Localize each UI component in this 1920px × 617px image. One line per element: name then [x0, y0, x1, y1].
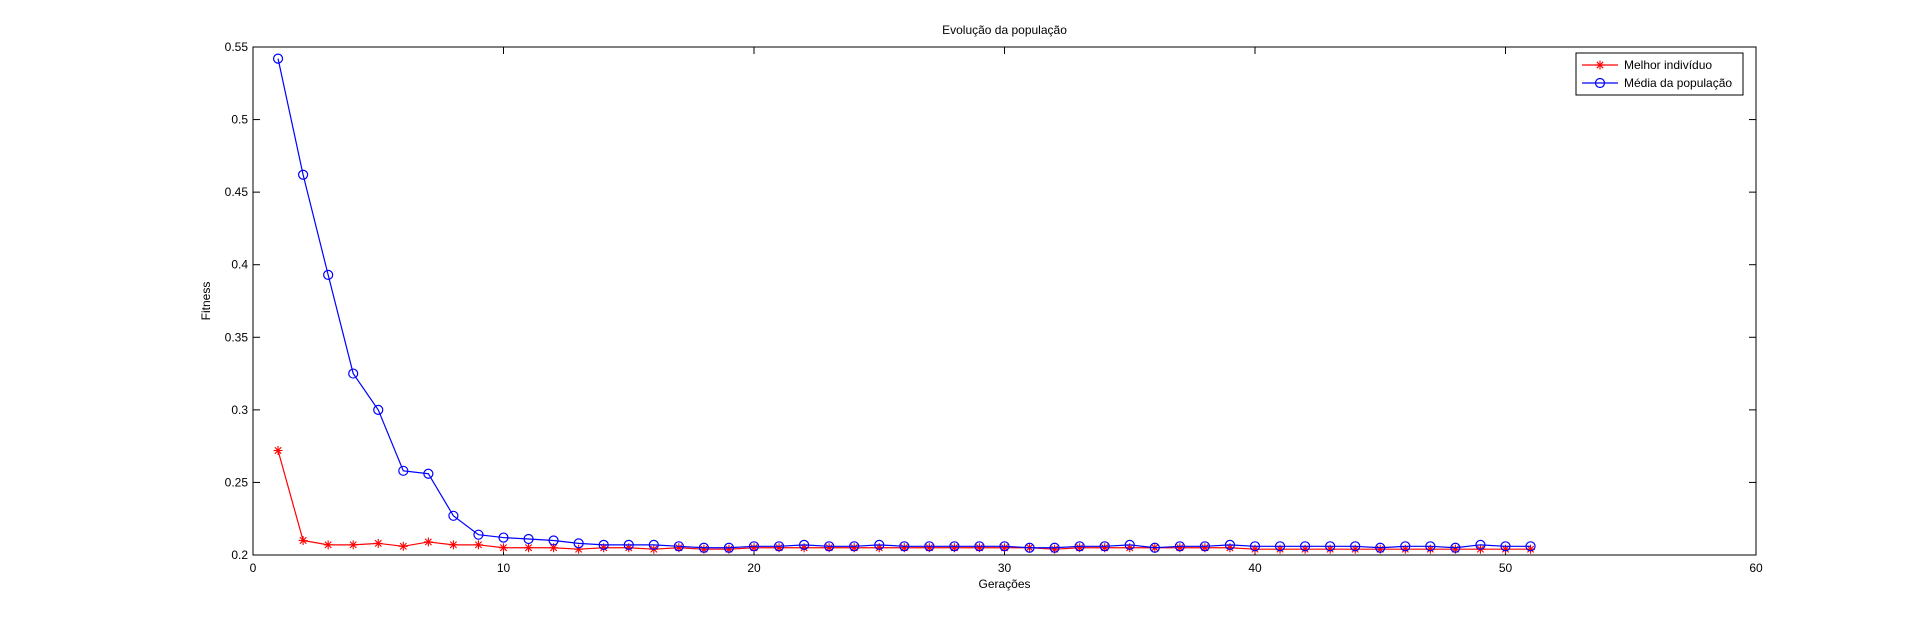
data-point [398, 541, 408, 551]
data-point [373, 404, 384, 415]
data-point [723, 542, 735, 553]
data-point [473, 540, 483, 550]
data-point [598, 539, 609, 550]
axes-frame [252, 46, 1757, 556]
series-melhor-individuo [273, 445, 1536, 554]
y-tick-label: 0.3 [231, 403, 248, 417]
data-point [348, 540, 358, 550]
y-tick-label: 0.55 [225, 40, 249, 54]
x-tick-label: 40 [1248, 561, 1262, 575]
legend-label: Média da população [1624, 76, 1732, 90]
data-point [272, 53, 284, 64]
y-tick-label: 0.4 [231, 258, 248, 272]
y-tick-label: 0.45 [225, 185, 249, 199]
data-point [1325, 541, 1336, 552]
axes-box [252, 46, 1757, 556]
x-tick-label: 60 [1749, 561, 1763, 575]
data-point [1595, 60, 1605, 70]
data-point [548, 535, 559, 546]
y-axis: 0.2 0.25 0.3 0.35 0.4 0.45 0.5 0.55 [225, 40, 1756, 562]
data-point [673, 541, 684, 552]
data-point [798, 539, 810, 550]
data-point [423, 468, 434, 479]
y-tick-label: 0.2 [231, 548, 248, 562]
data-point [1299, 541, 1311, 552]
data-point [974, 541, 985, 552]
data-point [1149, 542, 1160, 553]
data-point [398, 465, 409, 476]
x-tick-label: 10 [497, 561, 511, 575]
data-point [473, 529, 484, 540]
data-point [1024, 542, 1035, 553]
data-point [323, 540, 333, 550]
data-point [924, 541, 935, 552]
data-point [824, 541, 835, 552]
data-point [298, 169, 309, 180]
data-point [323, 269, 334, 280]
y-axis-label: Fitness [199, 282, 213, 321]
data-point [1049, 542, 1060, 553]
data-point [1174, 541, 1185, 552]
data-point [1425, 541, 1436, 552]
x-tick-label: 50 [1499, 561, 1513, 575]
data-point [1274, 541, 1286, 552]
data-point [648, 539, 659, 550]
data-point [499, 543, 508, 553]
data-point [498, 532, 509, 543]
data-point [298, 535, 308, 545]
legend-box [1575, 52, 1744, 96]
data-point [1249, 541, 1261, 552]
data-point [849, 541, 860, 552]
data-point [698, 542, 710, 553]
y-tick-label: 0.25 [225, 475, 249, 489]
data-point [999, 541, 1010, 552]
y-tick-label: 0.5 [231, 113, 248, 127]
data-point [1525, 541, 1536, 552]
series-media-da-populacao [272, 53, 1536, 553]
data-point [573, 538, 584, 549]
legend-label: Melhor indivíduo [1624, 58, 1712, 72]
series-line [277, 450, 1531, 550]
data-point [448, 540, 458, 550]
data-point [1099, 541, 1110, 552]
data-point [448, 510, 459, 521]
data-point [1594, 77, 1606, 89]
data-point [874, 539, 885, 550]
data-point [1450, 542, 1461, 553]
data-point [273, 445, 283, 455]
x-tick-label: 20 [747, 561, 761, 575]
data-point [748, 541, 760, 552]
data-point [623, 539, 634, 550]
legend-item: Média da população [1582, 76, 1732, 90]
data-point [899, 541, 910, 552]
chart-title: Evolução da população [942, 23, 1067, 37]
data-point [1400, 541, 1411, 552]
plot-area [272, 53, 1536, 554]
data-point [1074, 541, 1085, 552]
data-point [373, 538, 383, 548]
data-point [1475, 539, 1486, 550]
data-point [523, 533, 534, 545]
data-point [1124, 539, 1135, 550]
data-point [348, 368, 359, 379]
data-point [1224, 539, 1236, 550]
data-point [773, 541, 785, 552]
series-line [277, 58, 1531, 549]
data-point [949, 541, 960, 552]
legend-item: Melhor indivíduo [1582, 58, 1712, 72]
data-point [1350, 541, 1361, 552]
data-point [524, 543, 534, 553]
x-axis: 0 10 20 30 40 50 60 [250, 47, 1763, 575]
x-tick-label: 0 [250, 561, 257, 575]
data-point [1199, 541, 1211, 552]
data-point [423, 537, 433, 547]
data-point [1375, 542, 1386, 553]
x-tick-label: 30 [998, 561, 1012, 575]
y-tick-label: 0.35 [225, 330, 249, 344]
x-axis-label: Gerações [978, 577, 1030, 591]
legend: Melhor indivíduo Média da população [1575, 52, 1744, 96]
data-point [1500, 541, 1511, 552]
